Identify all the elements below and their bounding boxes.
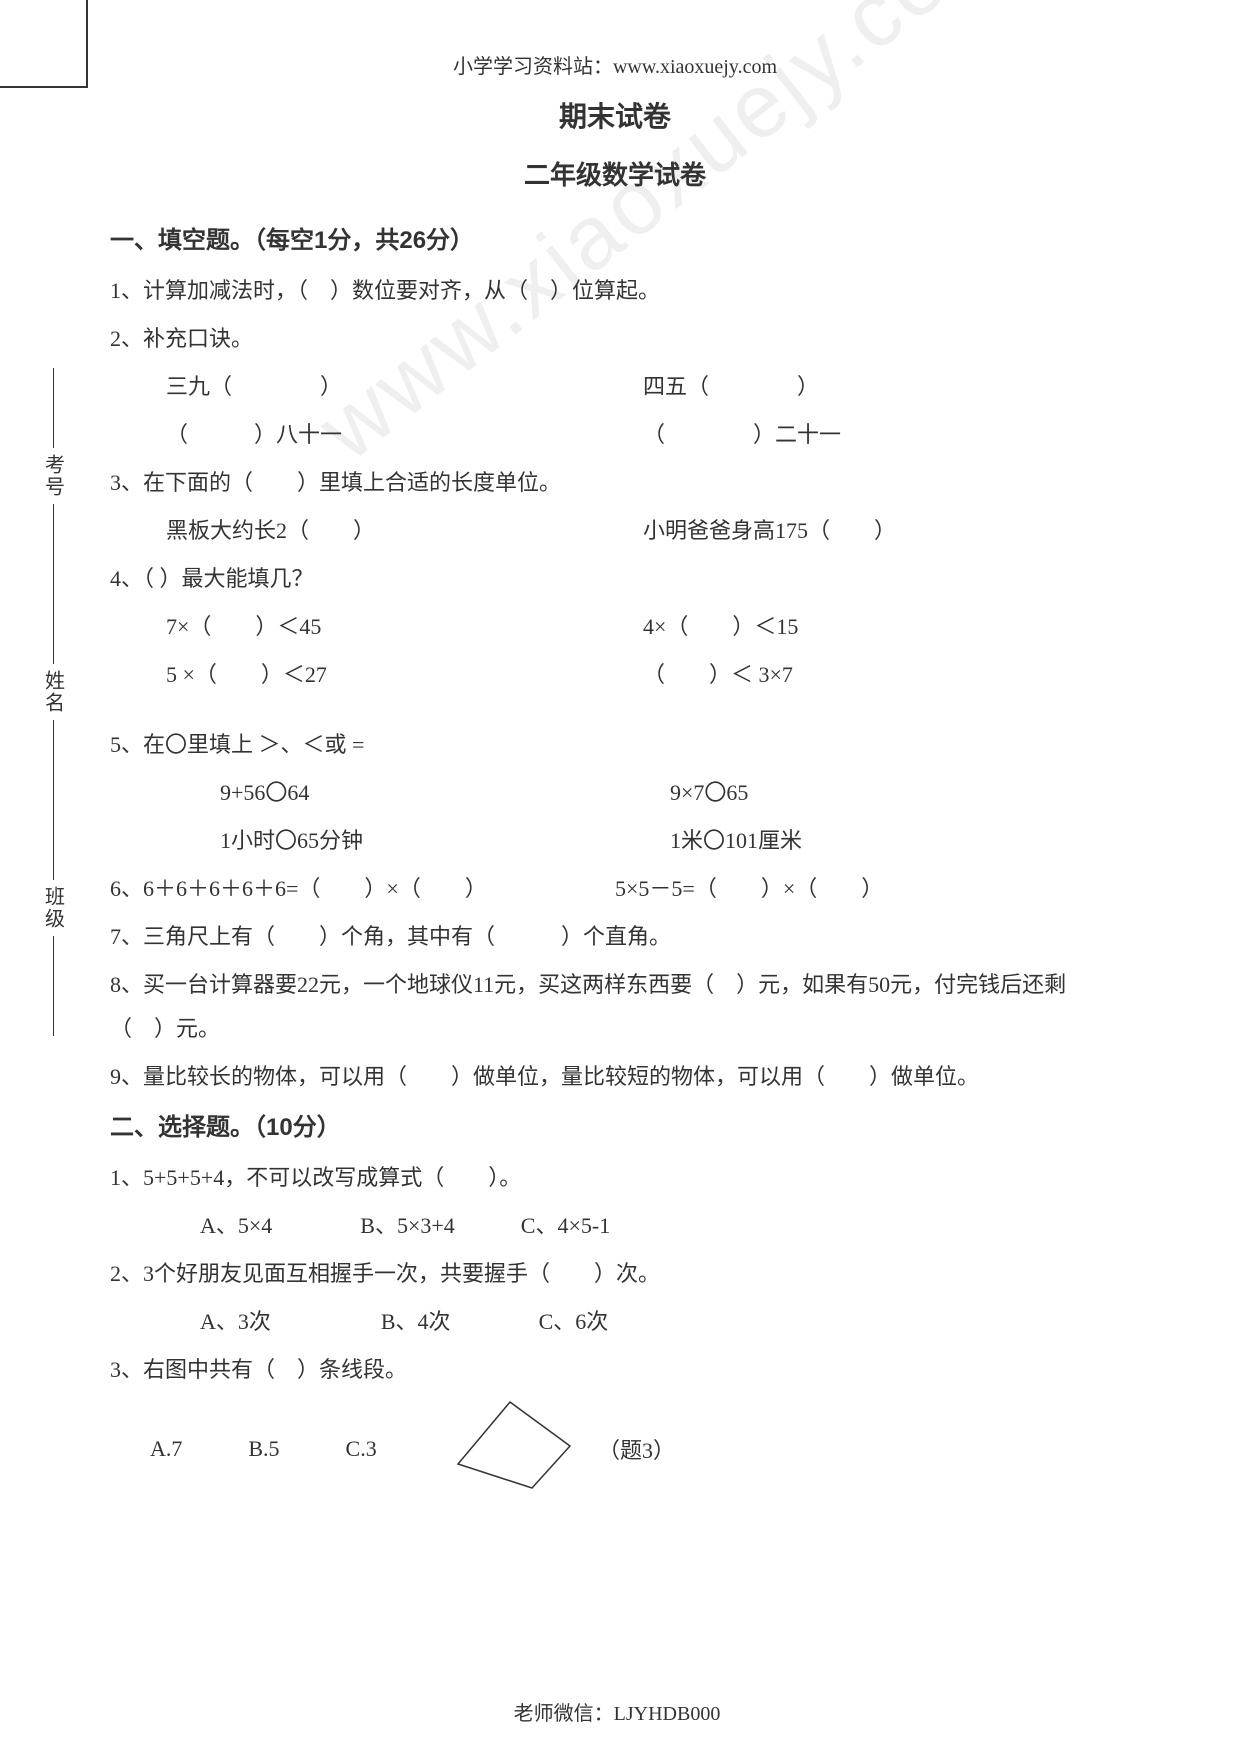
quadrilateral-icon xyxy=(450,1396,580,1496)
s1-q4-b-right: （ ）＜ 3×7 xyxy=(643,653,1120,697)
s1-q5-a-left: 9+56〇64 xyxy=(220,771,670,815)
s1-q9: 9、量比较长的物体，可以用（ ）做单位，量比较短的物体，可以用（ ）做单位。 xyxy=(110,1055,1120,1099)
s1-q7: 7、三角尺上有（ ）个角，其中有（ ）个直角。 xyxy=(110,915,1120,959)
s1-q5-b-right: 1米〇101厘米 xyxy=(670,819,1120,863)
s1-q4-a-right: 4×（ ）＜15 xyxy=(643,605,1120,649)
side-label-name: 姓名 xyxy=(39,664,68,720)
s2-q3-opts: A.7 B.5 C.3 xyxy=(110,1427,430,1471)
s1-q3-a-left: 黑板大约长2（ ） xyxy=(166,509,643,553)
s1-q2-a-right: 四五（ ） xyxy=(643,365,1120,409)
s1-q2-b-left: （ ）八十一 xyxy=(166,413,643,457)
s1-q4-b-left: 5 ×（ ）＜27 xyxy=(166,653,643,697)
side-label-strip: 考号 姓名 班级 xyxy=(18,368,88,1318)
corner-mark xyxy=(0,0,88,88)
s1-q3-a-right: 小明爸爸身高175（ ） xyxy=(643,509,1120,553)
s1-q2-stem: 2、补充口诀。 xyxy=(110,317,1120,361)
page-content: 小学学习资料站：www.xiaoxuejy.com 期末试卷 二年级数学试卷 一… xyxy=(110,50,1120,1501)
side-label-class: 班级 xyxy=(39,880,68,936)
s1-q5-b-left: 1小时〇65分钟 xyxy=(220,819,670,863)
s1-q5-a-right: 9×7〇65 xyxy=(670,771,1120,815)
s1-q1: 1、计算加减法时，（ ）数位要对齐，从（ ）位算起。 xyxy=(110,269,1120,313)
s2-q3-stem: 3、右图中共有（ ）条线段。 xyxy=(110,1348,1120,1392)
s1-q2-a-left: 三九（ ） xyxy=(166,365,643,409)
side-label-exam-no: 考号 xyxy=(39,448,68,504)
s2-q2-opts: A、3次 B、4次 C、6次 xyxy=(110,1300,1120,1344)
footer-teacher-wechat: 老师微信：LJYHDB000 xyxy=(0,1697,1234,1726)
s1-q3-stem: 3、在下面的（ ）里填上合适的长度单位。 xyxy=(110,461,1120,505)
s1-q8: 8、买一台计算器要22元，一个地球仪11元，买这两样东西要（ ）元，如果有50元… xyxy=(110,963,1120,1051)
s1-q2-b-right: （ ）二十一 xyxy=(643,413,1120,457)
s1-q4-a-left: 7×（ ）＜45 xyxy=(166,605,643,649)
doc-subtitle: 二年级数学试卷 xyxy=(110,155,1120,192)
s1-q6-left: 6、6＋6＋6＋6＋6=（ ）×（ ） xyxy=(110,867,615,911)
s1-q6-right: 5×5－5=（ ）×（ ） xyxy=(615,867,1120,911)
header-source-link: 小学学习资料站：www.xiaoxuejy.com xyxy=(110,50,1120,79)
doc-title: 期末试卷 xyxy=(110,95,1120,135)
s2-q2-stem: 2、3个好朋友见面互相握手一次，共要握手（ ）次。 xyxy=(110,1252,1120,1296)
section1-heading: 一、填空题。（每空1分，共26分） xyxy=(110,220,1120,255)
section2-heading: 二、选择题。（10分） xyxy=(110,1107,1120,1142)
s2-q1-opts: A、5×4 B、5×3+4 C、4×5-1 xyxy=(110,1204,1120,1248)
s1-q5-stem: 5、在〇里填上 ＞、＜或 = xyxy=(110,723,1120,767)
s2-q1-stem: 1、5+5+5+4，不可以改写成算式（ ）。 xyxy=(110,1156,1120,1200)
s1-q4-stem: 4、（ ）最大能填几？ xyxy=(110,557,1120,601)
s2-q3-figure xyxy=(450,1396,580,1501)
s2-q3-caption: （题3） xyxy=(598,1433,675,1465)
